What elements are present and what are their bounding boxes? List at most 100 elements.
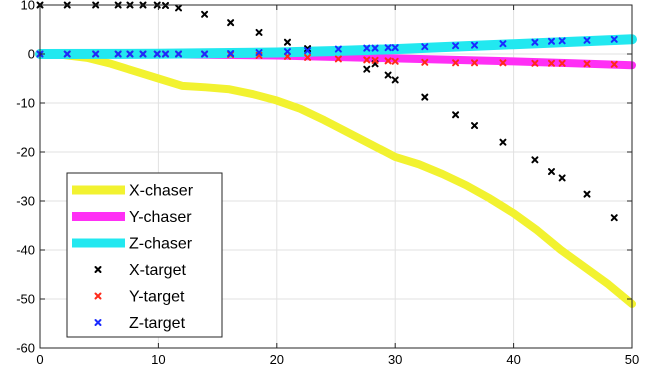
data-point-y-target <box>371 56 379 64</box>
data-point-x-target <box>255 28 263 36</box>
data-point-y-target <box>531 59 539 67</box>
data-point-z-target-glyph <box>610 35 618 43</box>
data-point-z-target <box>175 50 183 58</box>
y-tick-label: -40 <box>16 243 35 258</box>
data-point-z-target <box>92 50 100 58</box>
data-point-x-target <box>227 19 235 27</box>
data-point-z-target <box>471 41 479 49</box>
data-point-y-target-glyph <box>471 59 479 67</box>
y-tick-label: 0 <box>28 47 35 62</box>
data-point-z-target <box>583 36 591 44</box>
data-point-z-target-glyph <box>531 38 539 46</box>
data-point-z-target-glyph <box>126 50 134 58</box>
data-point-x-target-glyph <box>384 71 392 79</box>
data-point-x-target <box>499 138 507 146</box>
data-point-x-target-glyph <box>421 93 429 101</box>
x-tick-label: 10 <box>151 352 165 367</box>
data-point-z-target <box>201 50 209 58</box>
legend-label-x-target: X-target <box>129 262 186 279</box>
legend-swatch-z-target-glyph <box>94 319 102 326</box>
data-point-z-target-glyph <box>114 50 122 58</box>
data-point-z-target <box>227 50 235 58</box>
data-point-y-target <box>452 59 460 67</box>
legend-swatch-z-target <box>94 319 102 326</box>
data-point-z-target-glyph <box>371 44 379 52</box>
data-point-y-target <box>283 52 291 60</box>
data-point-y-target-glyph <box>304 53 312 61</box>
x-tick-label: 30 <box>388 352 402 367</box>
data-point-z-target <box>114 50 122 58</box>
data-point-z-target <box>384 44 392 52</box>
data-point-x-target-glyph <box>283 38 291 46</box>
data-point-y-target-glyph <box>547 59 555 67</box>
data-point-z-target <box>334 45 342 53</box>
legend-box <box>66 172 223 338</box>
axes-box <box>39 4 633 349</box>
data-point-z-target-glyph <box>558 37 566 45</box>
data-point-y-target <box>547 59 555 67</box>
data-point-z-target <box>153 50 161 58</box>
data-point-z-target-glyph <box>92 50 100 58</box>
data-point-x-target-glyph <box>255 28 263 36</box>
data-point-x-target <box>363 65 371 73</box>
data-point-z-target-glyph <box>547 37 555 45</box>
data-point-y-target-glyph <box>610 60 618 68</box>
x-tick-label: 0 <box>36 352 43 367</box>
data-point-y-target-glyph <box>583 60 591 68</box>
y-tick-label: -50 <box>16 292 35 307</box>
data-point-y-target <box>363 56 371 64</box>
data-point-y-target-glyph <box>531 59 539 67</box>
data-point-z-target-glyph <box>139 50 147 58</box>
data-point-x-target-glyph <box>227 19 235 27</box>
y-tick-label: -30 <box>16 194 35 209</box>
data-point-z-target <box>63 50 71 58</box>
data-point-z-target <box>452 42 460 50</box>
legend-swatch-x-target <box>94 266 102 273</box>
data-point-y-target <box>610 60 618 68</box>
data-point-y-target <box>421 58 429 66</box>
legend-label-y-chaser: Y-chaser <box>129 209 192 226</box>
data-point-z-target-glyph <box>283 48 291 56</box>
data-point-y-target <box>391 57 399 65</box>
data-point-z-target <box>531 38 539 46</box>
data-point-z-target <box>558 37 566 45</box>
data-point-y-target <box>471 59 479 67</box>
data-point-y-target-glyph <box>558 59 566 67</box>
legend-label-x-chaser: X-chaser <box>129 183 194 200</box>
data-point-x-target-glyph <box>201 10 209 18</box>
data-point-z-target-glyph <box>227 50 235 58</box>
data-point-z-target <box>304 47 312 55</box>
data-point-x-target <box>610 214 618 222</box>
axes <box>39 4 633 349</box>
legend-label-y-target: Y-target <box>129 289 185 306</box>
data-point-x-target-glyph <box>583 190 591 198</box>
data-point-z-target-glyph <box>162 50 170 58</box>
y-tick-label: 10 <box>21 0 35 13</box>
data-point-x-target-glyph <box>531 156 539 164</box>
legend-label-z-target: Z-target <box>129 315 186 332</box>
data-point-x-target <box>421 93 429 101</box>
y-tick-label: -20 <box>16 145 35 160</box>
legend-swatch-y-target-glyph <box>94 292 102 300</box>
data-point-x-target-glyph <box>471 122 479 130</box>
data-point-x-target <box>583 190 591 198</box>
data-point-y-target <box>558 59 566 67</box>
data-point-x-target <box>391 76 399 84</box>
data-point-x-target-glyph <box>175 4 183 12</box>
data-point-z-target-glyph <box>304 47 312 55</box>
data-point-z-target <box>283 48 291 56</box>
data-point-x-target <box>452 111 460 119</box>
data-point-z-target <box>126 50 134 58</box>
data-point-z-target <box>371 44 379 52</box>
series-line-x-chaser <box>36 50 636 308</box>
data-point-y-target-glyph <box>452 59 460 67</box>
data-point-x-target-glyph <box>610 214 618 222</box>
data-point-z-target-glyph <box>363 44 371 52</box>
data-point-y-target <box>334 55 342 63</box>
data-point-z-target-glyph <box>452 42 460 50</box>
x-tick-label: 40 <box>506 352 520 367</box>
data-point-x-target <box>531 156 539 164</box>
data-point-x-target-glyph <box>499 138 507 146</box>
x-tick-label: 20 <box>270 352 284 367</box>
data-point-z-target <box>255 49 263 57</box>
